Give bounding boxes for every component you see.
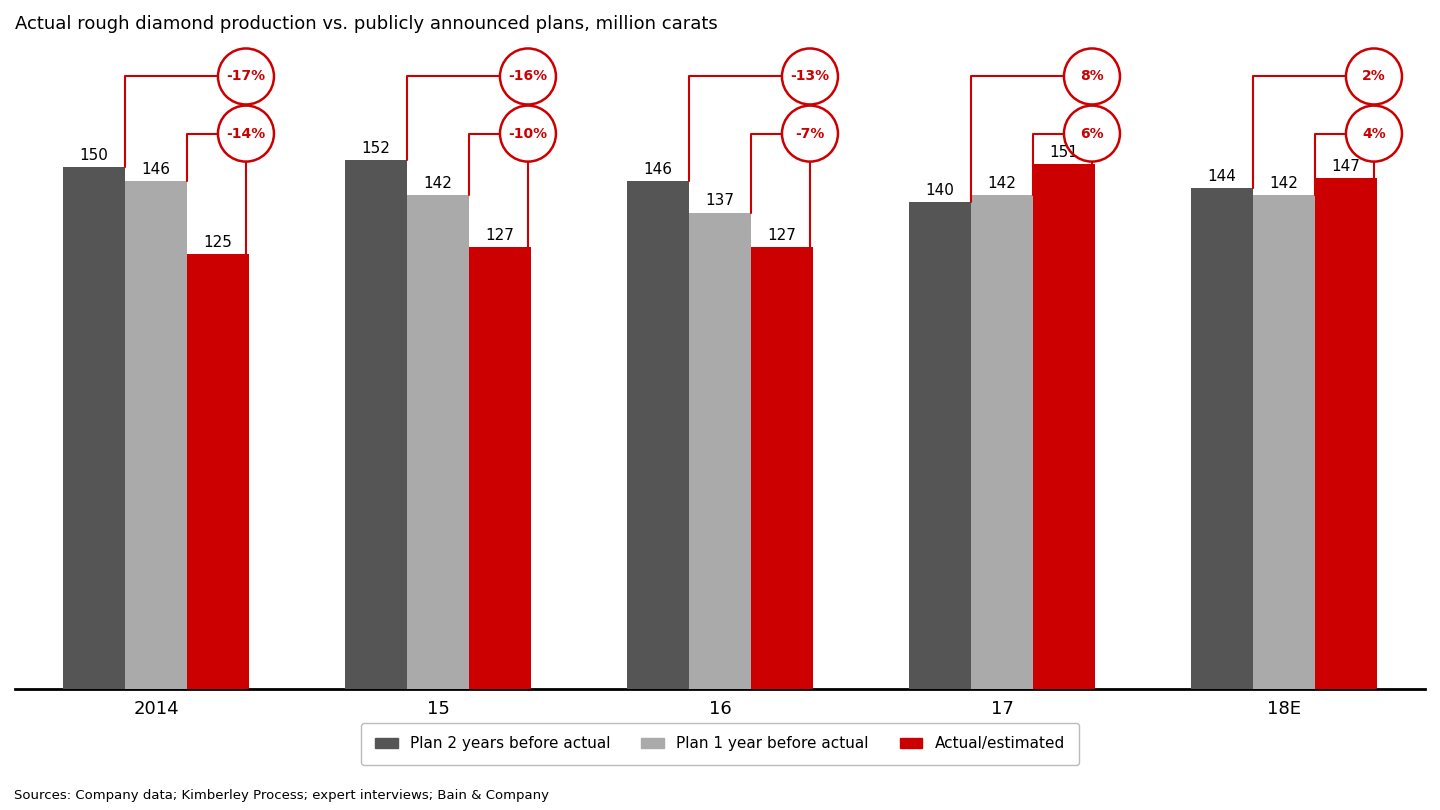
Bar [63, 168, 125, 689]
Text: 8%: 8% [1080, 70, 1104, 83]
Text: 152: 152 [361, 141, 390, 156]
Text: -17%: -17% [226, 70, 265, 83]
Text: 151: 151 [1050, 145, 1079, 160]
Text: -7%: -7% [795, 126, 825, 141]
Text: 142: 142 [988, 176, 1017, 191]
Bar [187, 254, 249, 689]
Text: 144: 144 [1208, 169, 1237, 184]
Bar [346, 160, 408, 689]
Bar [408, 195, 469, 689]
Text: -14%: -14% [226, 126, 265, 141]
Bar [971, 195, 1032, 689]
Text: -13%: -13% [791, 70, 829, 83]
Bar [626, 181, 688, 689]
Text: 4%: 4% [1362, 126, 1385, 141]
Text: -10%: -10% [508, 126, 547, 141]
Text: 147: 147 [1332, 159, 1361, 173]
Text: 146: 146 [644, 162, 672, 177]
Legend: Plan 2 years before actual, Plan 1 year before actual, Actual/estimated: Plan 2 years before actual, Plan 1 year … [361, 723, 1079, 765]
Text: Sources: Company data; Kimberley Process; expert interviews; Bain & Company: Sources: Company data; Kimberley Process… [14, 789, 550, 802]
Text: 140: 140 [926, 183, 955, 198]
Text: 127: 127 [768, 228, 796, 243]
Bar [1032, 164, 1094, 689]
Text: -16%: -16% [508, 70, 547, 83]
Text: 125: 125 [203, 235, 232, 250]
Text: 150: 150 [79, 148, 108, 164]
Text: 127: 127 [485, 228, 514, 243]
Bar [909, 202, 971, 689]
Text: 142: 142 [1270, 176, 1299, 191]
Text: 142: 142 [423, 176, 452, 191]
Bar [688, 213, 752, 689]
Text: 6%: 6% [1080, 126, 1104, 141]
Bar [469, 247, 531, 689]
Text: 2%: 2% [1362, 70, 1385, 83]
Bar [1253, 195, 1315, 689]
Text: Actual rough diamond production vs. publicly announced plans, million carats: Actual rough diamond production vs. publ… [14, 15, 717, 33]
Bar [1315, 178, 1377, 689]
Text: 137: 137 [706, 194, 734, 208]
Bar [1191, 188, 1253, 689]
Bar [125, 181, 187, 689]
Bar [752, 247, 814, 689]
Text: 146: 146 [141, 162, 170, 177]
